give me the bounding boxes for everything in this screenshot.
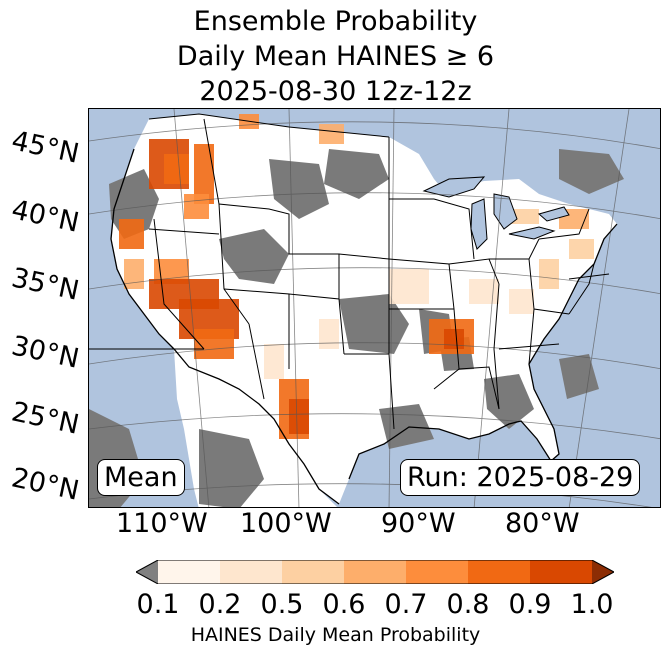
probability-cell	[569, 239, 594, 259]
probability-cell	[319, 319, 339, 349]
colorbar-tick-4: 0.7	[384, 589, 428, 620]
lat-label-45: 45°N	[8, 125, 82, 170]
probability-cell	[264, 344, 284, 379]
colorbar-tick-5: 0.8	[446, 589, 490, 620]
colorbar-tick-3: 0.6	[322, 589, 366, 620]
probability-cell	[389, 269, 429, 304]
probability-cell	[539, 259, 559, 289]
probability-cell	[509, 289, 534, 314]
graticule-lines	[89, 109, 660, 507]
map-svg	[89, 109, 660, 507]
map-panel	[88, 108, 661, 508]
state-borders	[89, 113, 610, 430]
lat-label-30: 30°N	[8, 330, 82, 375]
colorbar-tick-6: 0.9	[508, 589, 552, 620]
colorbar-over-arrow	[592, 560, 614, 584]
colorbar-tick-7: 1.0	[570, 589, 614, 620]
lon-label-90w: 90°W	[381, 508, 456, 539]
colorbar-label: HAINES Daily Mean Probability	[190, 624, 481, 646]
probability-cell	[509, 209, 539, 224]
coastline	[110, 148, 618, 505]
stat-label-box: Mean	[97, 459, 185, 496]
probability-cell	[119, 219, 144, 249]
lat-label-25: 25°N	[8, 396, 82, 441]
title-line-1: Ensemble Probability	[193, 6, 478, 37]
title-line-3: 2025-08-30 12z-12z	[199, 76, 472, 107]
colorbar-bin	[406, 560, 469, 584]
run-date-box: Run: 2025-08-29	[400, 459, 641, 496]
colorbar-bin	[282, 560, 345, 584]
probability-cell	[444, 329, 464, 349]
probability-cell	[319, 124, 344, 144]
lat-label-20: 20°N	[8, 462, 82, 507]
colorbar-bin	[468, 560, 531, 584]
colorbar-tick-1: 0.2	[198, 589, 242, 620]
colorbar-bin	[220, 560, 283, 584]
probability-cell	[194, 329, 234, 359]
title-line-2: Daily Mean HAINES ≥ 6	[176, 41, 495, 72]
lat-label-35: 35°N	[8, 262, 82, 307]
colorbar-tick-0: 0.1	[136, 589, 180, 620]
probability-cell	[124, 259, 144, 289]
probability-cell	[469, 279, 499, 304]
colorbar-bin	[344, 560, 407, 584]
colorbar	[136, 560, 614, 584]
probability-cell	[194, 144, 214, 204]
colorbar-tick-2: 0.5	[260, 589, 304, 620]
colorbar-bin	[530, 560, 593, 584]
lat-label-40: 40°N	[8, 194, 82, 239]
colorbar-under-arrow	[136, 560, 158, 584]
lon-label-110w: 110°W	[116, 508, 208, 539]
probability-cell	[164, 154, 189, 184]
great-lakes	[422, 176, 570, 250]
probability-cell	[184, 194, 209, 219]
colorbar-bin	[158, 560, 221, 584]
lon-label-80w: 80°W	[505, 508, 580, 539]
probability-cell	[289, 399, 309, 434]
lon-label-100w: 100°W	[240, 508, 332, 539]
